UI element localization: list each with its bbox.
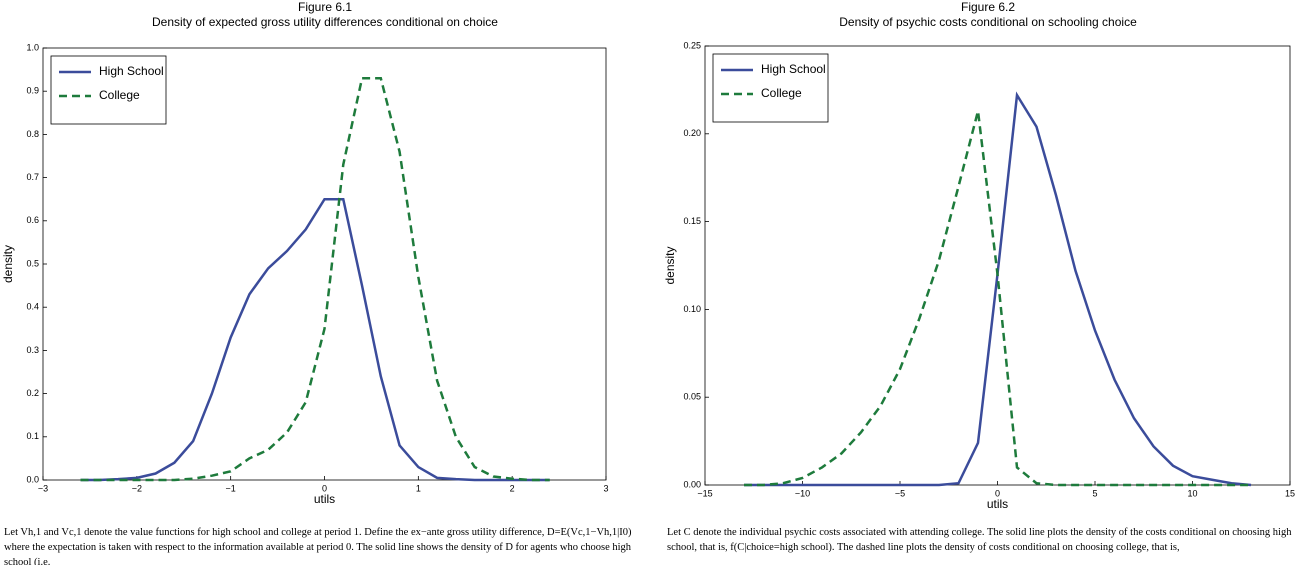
y-tick-label: 0.2	[26, 388, 39, 398]
y-tick-label: 0.8	[26, 129, 39, 139]
x-tick-label: 0	[995, 488, 1000, 498]
x-tick-label: 2	[510, 483, 515, 493]
series-line	[80, 76, 550, 482]
legend-label: High School	[99, 64, 164, 78]
y-tick-label: 0.00	[683, 479, 701, 489]
y-tick-label: 0.20	[683, 128, 701, 138]
y-tick-label: 0.6	[26, 215, 39, 225]
y-tick-label: 0.5	[26, 258, 39, 268]
chart-title: Figure 6.2	[961, 0, 1015, 14]
chart-subtitle: Density of expected gross utility differ…	[152, 15, 498, 29]
x-tick-label: −3	[38, 483, 48, 493]
caption: Let C denote the individual psychic cost…	[667, 527, 1292, 553]
x-tick-label: −5	[895, 488, 905, 498]
series-line	[744, 91, 1252, 487]
y-axis-label: density	[1, 245, 15, 283]
series-line	[744, 110, 1251, 487]
y-tick-label: 0.25	[683, 40, 701, 50]
y-tick-label: 0.10	[683, 304, 701, 314]
legend-box	[712, 53, 829, 123]
x-tick-label: 1	[416, 483, 421, 493]
x-tick-label: −2	[132, 483, 142, 493]
y-tick-label: 0.3	[26, 345, 39, 355]
chart-subtitle: Density of psychic costs conditional on …	[839, 15, 1137, 29]
y-tick-label: 0.4	[26, 302, 39, 312]
series-line	[80, 197, 550, 482]
x-tick-label: −1	[226, 483, 236, 493]
y-tick-label: 1.0	[26, 42, 39, 52]
y-tick-label: 0.9	[26, 86, 39, 96]
x-axis-label: utils	[987, 497, 1008, 511]
legend-label: High School	[761, 62, 826, 76]
x-tick-label: −15	[697, 488, 712, 498]
caption: Let Vh,1 and Vc,1 denote the value funct…	[4, 527, 632, 565]
legend-label: College	[761, 86, 802, 100]
y-tick-label: 0.15	[683, 216, 701, 226]
x-axis-label: utils	[314, 492, 335, 506]
x-tick-label: 10	[1187, 488, 1197, 498]
legend-box	[50, 55, 167, 125]
y-axis-label: density	[663, 246, 677, 284]
x-tick-label: 0	[322, 483, 327, 493]
x-tick-label: 5	[1092, 488, 1097, 498]
y-tick-label: 0.05	[683, 392, 701, 402]
x-tick-label: 15	[1285, 488, 1295, 498]
legend-label: College	[99, 88, 140, 102]
y-tick-label: 0.1	[26, 431, 39, 441]
x-tick-label: −10	[795, 488, 810, 498]
y-tick-label: 0.0	[26, 474, 39, 484]
x-tick-label: 3	[603, 483, 608, 493]
chart-title: Figure 6.1	[298, 0, 352, 14]
y-tick-label: 0.7	[26, 172, 39, 182]
